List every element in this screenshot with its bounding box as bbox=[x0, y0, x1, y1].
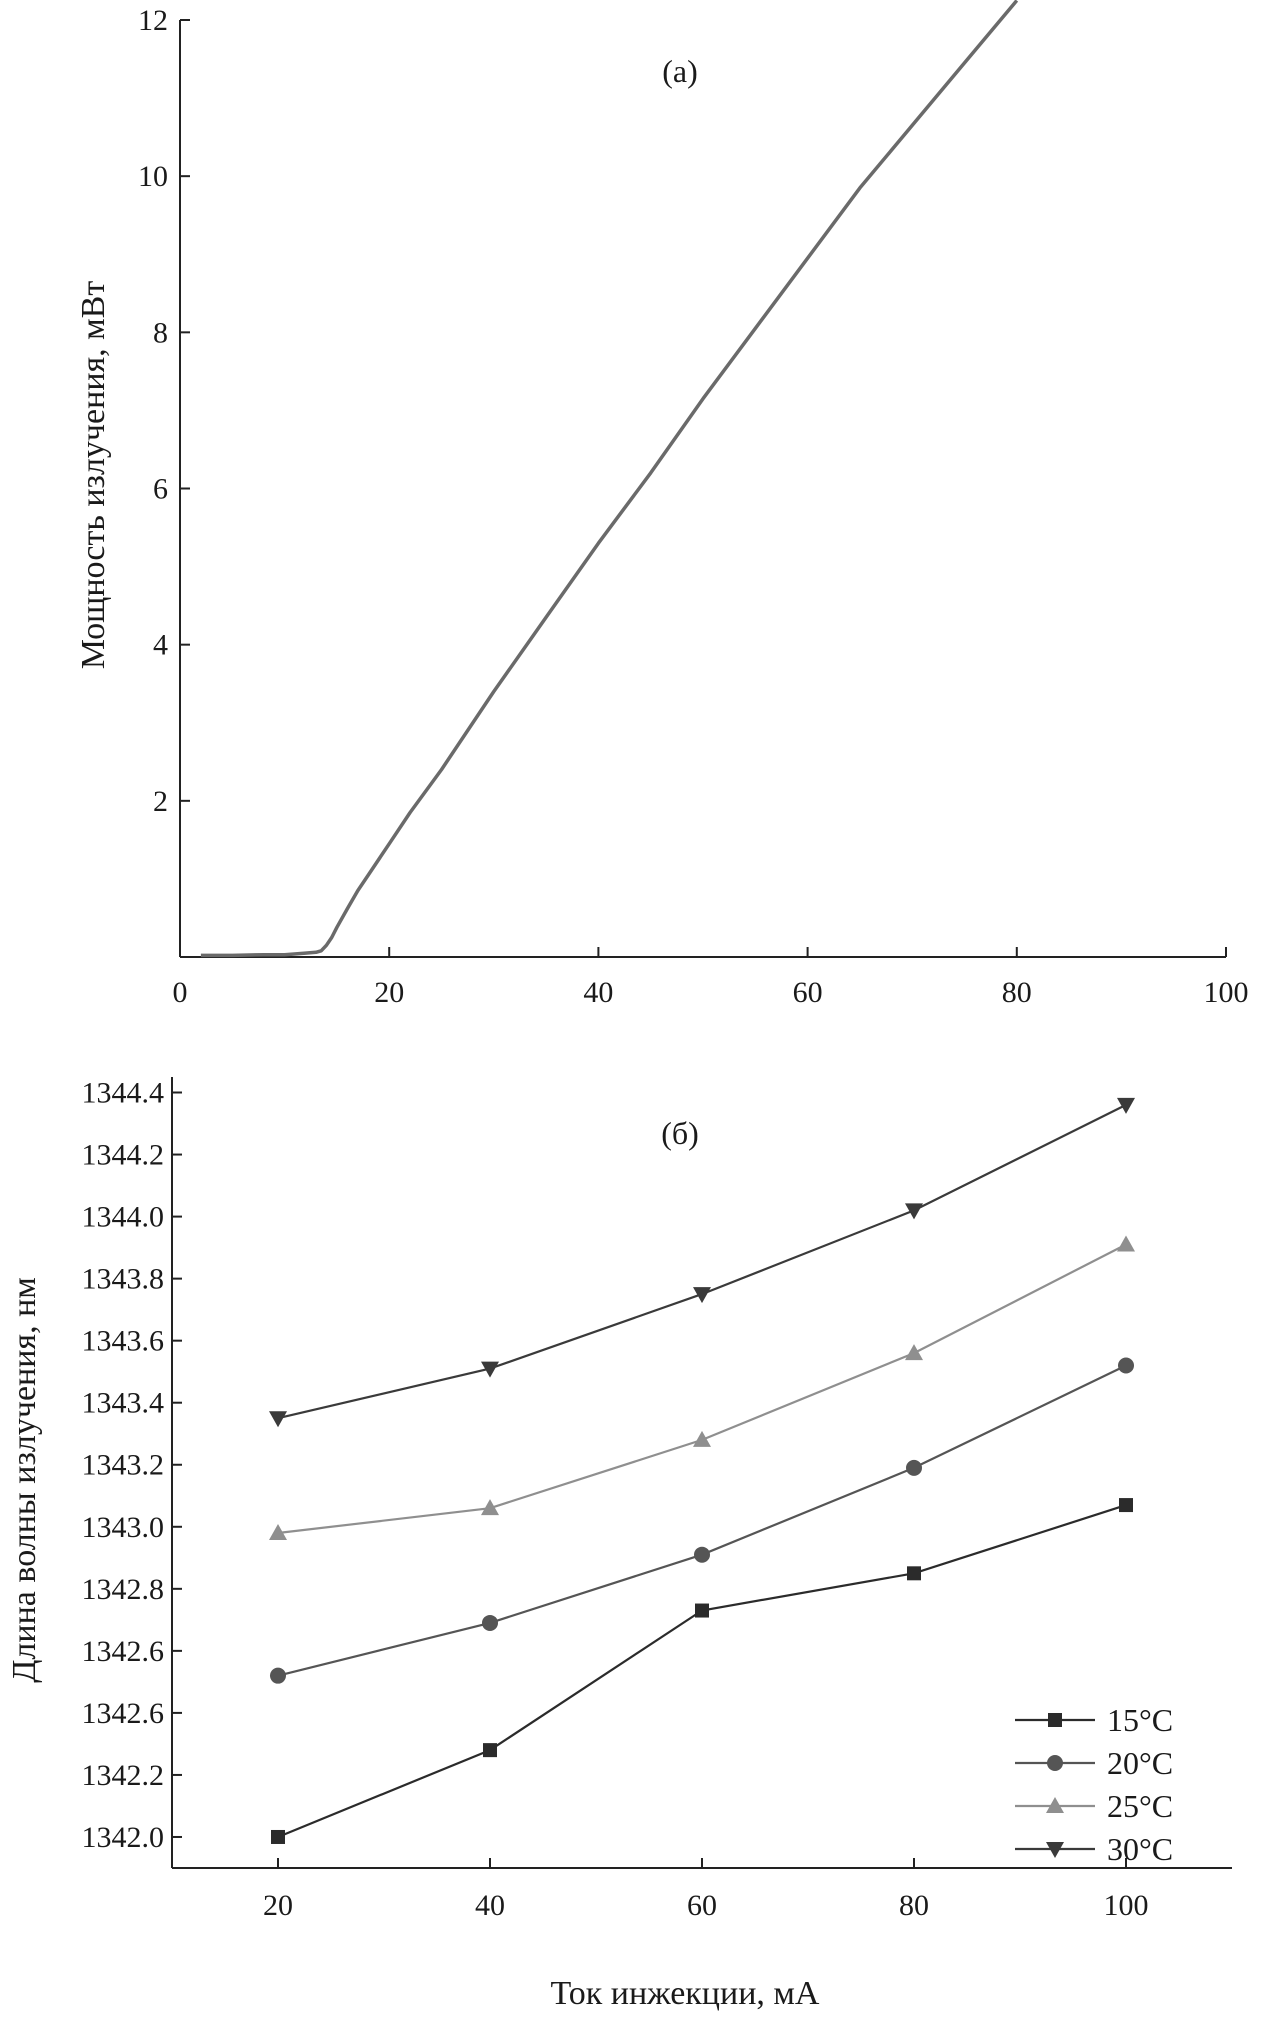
data-point bbox=[1117, 1097, 1135, 1114]
legend-label: 30°C bbox=[1107, 1831, 1173, 1867]
panel-b-y-ticks: 1342.0 1342.2 1342.6 1342.6 1342.8 1343.0 1343… bbox=[82, 1077, 182, 1854]
series-25°C bbox=[269, 1235, 1135, 1540]
x-tick-label: 60 bbox=[687, 1889, 717, 1922]
y-tick-label: 1342.8 bbox=[82, 1573, 165, 1606]
data-point bbox=[269, 1411, 287, 1428]
data-point bbox=[693, 1287, 711, 1304]
x-tick-label: 0 bbox=[173, 976, 188, 1009]
legend-marker bbox=[1047, 1755, 1063, 1771]
y-tick-label: 1342.6 bbox=[82, 1635, 165, 1668]
x-tick-label: 80 bbox=[1002, 976, 1032, 1009]
x-tick-label: 80 bbox=[899, 1889, 929, 1922]
y-tick-label: 12 bbox=[138, 4, 168, 37]
data-point bbox=[481, 1499, 499, 1516]
data-point bbox=[695, 1603, 709, 1618]
y-tick-label: 1343.4 bbox=[82, 1387, 165, 1420]
panel-a-y-axis-title: Мощность излучения, мВт bbox=[75, 281, 112, 670]
y-tick-label: 10 bbox=[138, 160, 168, 193]
data-point bbox=[1118, 1357, 1134, 1374]
panel-a-label: (a) bbox=[662, 53, 698, 89]
data-point bbox=[905, 1344, 923, 1361]
panel-b-y-axis-title: Длина волны излучения, нм bbox=[6, 1277, 43, 1683]
data-point bbox=[906, 1459, 922, 1476]
x-tick-label: 40 bbox=[583, 976, 613, 1009]
data-point bbox=[482, 1614, 498, 1631]
y-tick-label: 1343.8 bbox=[82, 1263, 165, 1296]
legend-label: 15°C bbox=[1107, 1702, 1173, 1738]
series-line bbox=[277, 1103, 1127, 1420]
y-tick-label: 4 bbox=[153, 629, 168, 662]
x-tick-label: 100 bbox=[1104, 1889, 1149, 1922]
data-point bbox=[481, 1361, 499, 1378]
y-tick-label: 1343.0 bbox=[82, 1511, 165, 1544]
panel-b-x-axis-title: Ток инжекции, мА bbox=[551, 1975, 820, 2012]
y-tick-label: 1344.2 bbox=[82, 1139, 165, 1172]
data-point bbox=[694, 1546, 710, 1563]
x-tick-label: 20 bbox=[374, 976, 404, 1009]
legend-label: 25°C bbox=[1107, 1788, 1173, 1824]
y-tick-label: 1342.0 bbox=[82, 1821, 165, 1854]
data-point bbox=[693, 1430, 711, 1447]
x-tick-label: 40 bbox=[475, 1889, 505, 1922]
y-tick-label: 1342.2 bbox=[82, 1759, 165, 1792]
legend-marker bbox=[1046, 1797, 1064, 1813]
legend-label: 20°C bbox=[1107, 1745, 1173, 1781]
data-point bbox=[907, 1566, 921, 1581]
panel-b-series bbox=[269, 1097, 1135, 1844]
x-tick-label: 100 bbox=[1204, 976, 1249, 1009]
y-tick-label: 8 bbox=[153, 316, 168, 349]
x-tick-label: 60 bbox=[793, 976, 823, 1009]
panel-a-x-ticks: 0 20 40 60 80 100 bbox=[173, 947, 1249, 1009]
y-tick-label: 1344.0 bbox=[82, 1201, 165, 1234]
legend-item: 30°C bbox=[1015, 1831, 1173, 1867]
data-point bbox=[269, 1523, 287, 1540]
series-20°C bbox=[270, 1357, 1134, 1684]
legend-item: 25°C bbox=[1015, 1788, 1173, 1824]
data-point bbox=[483, 1743, 497, 1758]
panel-b-label: (б) bbox=[661, 1115, 699, 1151]
legend-item: 15°C bbox=[1015, 1702, 1173, 1738]
series-15°C bbox=[271, 1498, 1133, 1844]
panel-a: 0 20 40 60 80 100 2 4 6 8 10 12 (a) Мощность излуч… bbox=[75, 0, 1249, 1009]
series-30°C bbox=[269, 1097, 1135, 1428]
panel-a-y-ticks: 2 4 6 8 10 12 bbox=[138, 4, 190, 818]
data-point bbox=[905, 1203, 923, 1220]
y-tick-label: 6 bbox=[153, 473, 168, 506]
y-tick-label: 1343.6 bbox=[82, 1325, 165, 1358]
panel-b: 20 40 60 80 100 1342.01342.21342.61342.61342… bbox=[6, 1077, 1232, 2012]
x-tick-label: 20 bbox=[263, 1889, 293, 1922]
data-point bbox=[1117, 1235, 1135, 1252]
series-line bbox=[277, 1364, 1127, 1677]
y-tick-label: 1344.4 bbox=[82, 1077, 165, 1110]
data-point bbox=[1119, 1498, 1133, 1513]
data-point bbox=[271, 1829, 285, 1844]
legend-item: 20°C bbox=[1015, 1745, 1173, 1781]
legend-marker bbox=[1046, 1842, 1064, 1858]
data-point bbox=[270, 1667, 286, 1684]
panel-b-x-ticks: 20 40 60 80 100 bbox=[263, 1858, 1149, 1922]
y-tick-label: 2 bbox=[153, 785, 168, 818]
legend-marker bbox=[1048, 1713, 1062, 1727]
panel-a-power-curve bbox=[200, 0, 1019, 958]
panel-b-legend: 15°C 20°C 25°C 30°C bbox=[1015, 1702, 1173, 1867]
y-tick-label: 1343.2 bbox=[82, 1449, 165, 1482]
y-tick-label: 1342.6 bbox=[82, 1697, 165, 1730]
